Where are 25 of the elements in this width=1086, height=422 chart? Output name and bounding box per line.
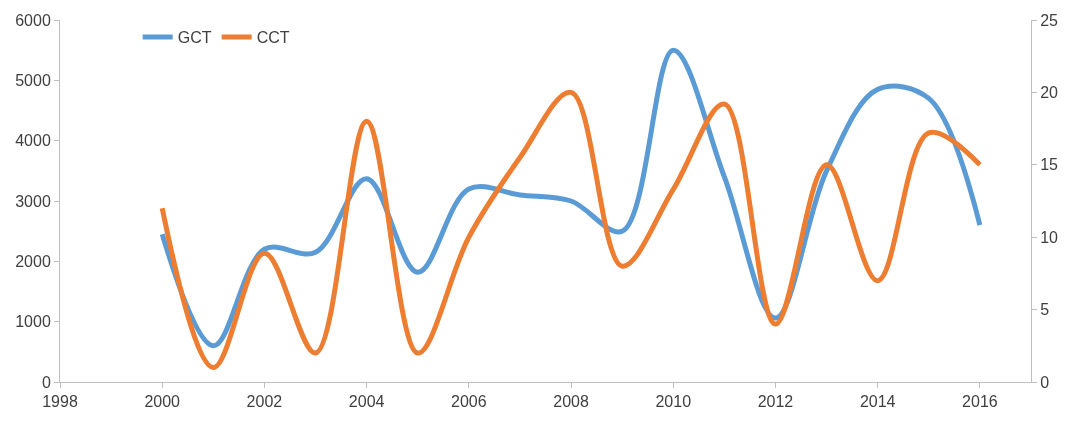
x-tick-label: 2000 [144, 393, 181, 411]
y2-tick-label: 20 [1040, 84, 1059, 101]
y2-tick-label: 25 [1040, 11, 1059, 29]
x-tick-label: 2004 [348, 393, 385, 411]
x-tick-label: 2002 [246, 393, 283, 411]
y-tick-label: 2000 [15, 252, 51, 270]
y2-tick-label: 10 [1040, 228, 1059, 246]
x-tick-label: 2006 [451, 393, 487, 411]
y2-tick-label: 0 [1040, 373, 1050, 391]
x-tick-label: 2016 [962, 393, 998, 411]
x-tick-label: 2008 [553, 393, 589, 411]
x-tick-label: 2012 [757, 393, 794, 411]
legend-label: CCT [256, 29, 290, 47]
y-tick-label: 3000 [15, 192, 51, 210]
x-tick-label: 1998 [42, 393, 78, 411]
y-tick-label: 6000 [15, 11, 51, 29]
y2-tick-label: 5 [1040, 301, 1050, 319]
x-tick-label: 2010 [655, 393, 692, 411]
legend-label: GCT [177, 29, 212, 47]
y-tick-label: 4000 [15, 132, 51, 150]
y-tick-label: 1000 [15, 313, 51, 331]
y2-tick-label: 15 [1040, 156, 1059, 174]
y-tick-label: 0 [41, 373, 51, 391]
x-tick-label: 2014 [859, 393, 896, 411]
y-tick-label: 5000 [15, 71, 51, 89]
